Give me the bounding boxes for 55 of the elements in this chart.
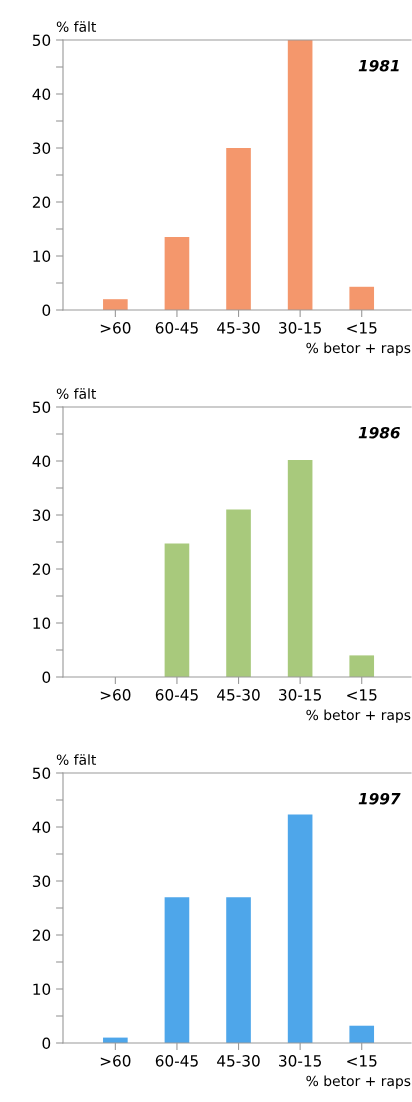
x-tick-label: >60 <box>100 689 131 701</box>
bar <box>103 299 128 310</box>
y-tick-label: 20 <box>32 196 51 209</box>
y-tick-label: 30 <box>32 875 51 888</box>
x-axis-title: % betor + raps <box>306 342 411 356</box>
x-axis-title: % betor + raps <box>306 1075 411 1089</box>
x-tick-label: 30-15 <box>279 689 321 701</box>
y-tick-label: 0 <box>42 671 51 684</box>
y-tick-label: 40 <box>32 821 51 834</box>
x-tick-label: 45-30 <box>217 322 260 334</box>
x-axis-title: % betor + raps <box>306 709 411 723</box>
x-tick-label: 30-15 <box>279 1055 321 1067</box>
y-tick-label: 20 <box>32 929 51 942</box>
y-tick-label: 10 <box>33 983 51 996</box>
bar <box>349 286 375 310</box>
y-tick-label: 20 <box>32 563 51 576</box>
y-axis-title: % fält <box>56 388 97 399</box>
y-tick-label: 40 <box>32 455 51 468</box>
x-tick-label: 45-30 <box>217 1055 260 1067</box>
annotation: 1986 <box>358 426 401 439</box>
y-tick-label: 10 <box>33 250 51 263</box>
bar <box>226 509 251 677</box>
y-tick-label: 40 <box>32 88 51 101</box>
x-tick-label: >60 <box>100 322 131 334</box>
bar <box>349 1025 375 1043</box>
bar <box>287 814 313 1043</box>
x-tick-label: 60-45 <box>155 1055 198 1067</box>
x-tick-label: 60-45 <box>155 689 198 701</box>
y-axis-title: % fält <box>56 21 97 32</box>
bar <box>287 459 313 677</box>
x-tick-label: <15 <box>347 689 377 701</box>
y-tick-label: 0 <box>42 1037 51 1050</box>
bar <box>164 543 190 677</box>
x-tick-label: >60 <box>100 1055 131 1067</box>
x-tick-label: <15 <box>347 1055 377 1067</box>
y-tick-label: 10 <box>33 617 51 630</box>
bar <box>226 148 251 310</box>
x-tick-label: 45-30 <box>217 689 260 701</box>
y-tick-label: 30 <box>32 509 51 522</box>
bar <box>164 237 190 310</box>
annotation: 1981 <box>358 59 399 72</box>
bar <box>349 655 375 677</box>
x-tick-label: 30-15 <box>279 322 321 334</box>
x-tick-label: <15 <box>347 322 377 334</box>
y-tick-label: 30 <box>32 142 51 155</box>
bar <box>164 897 190 1043</box>
bar <box>287 40 313 310</box>
y-tick-label: 50 <box>32 401 51 414</box>
y-tick-label: 50 <box>32 34 51 47</box>
y-tick-label: 50 <box>32 767 51 780</box>
annotation: 1997 <box>358 792 401 805</box>
x-tick-label: 60-45 <box>155 322 198 334</box>
bar <box>226 897 251 1043</box>
y-axis-title: % fält <box>56 754 97 765</box>
y-tick-label: 0 <box>42 304 51 317</box>
